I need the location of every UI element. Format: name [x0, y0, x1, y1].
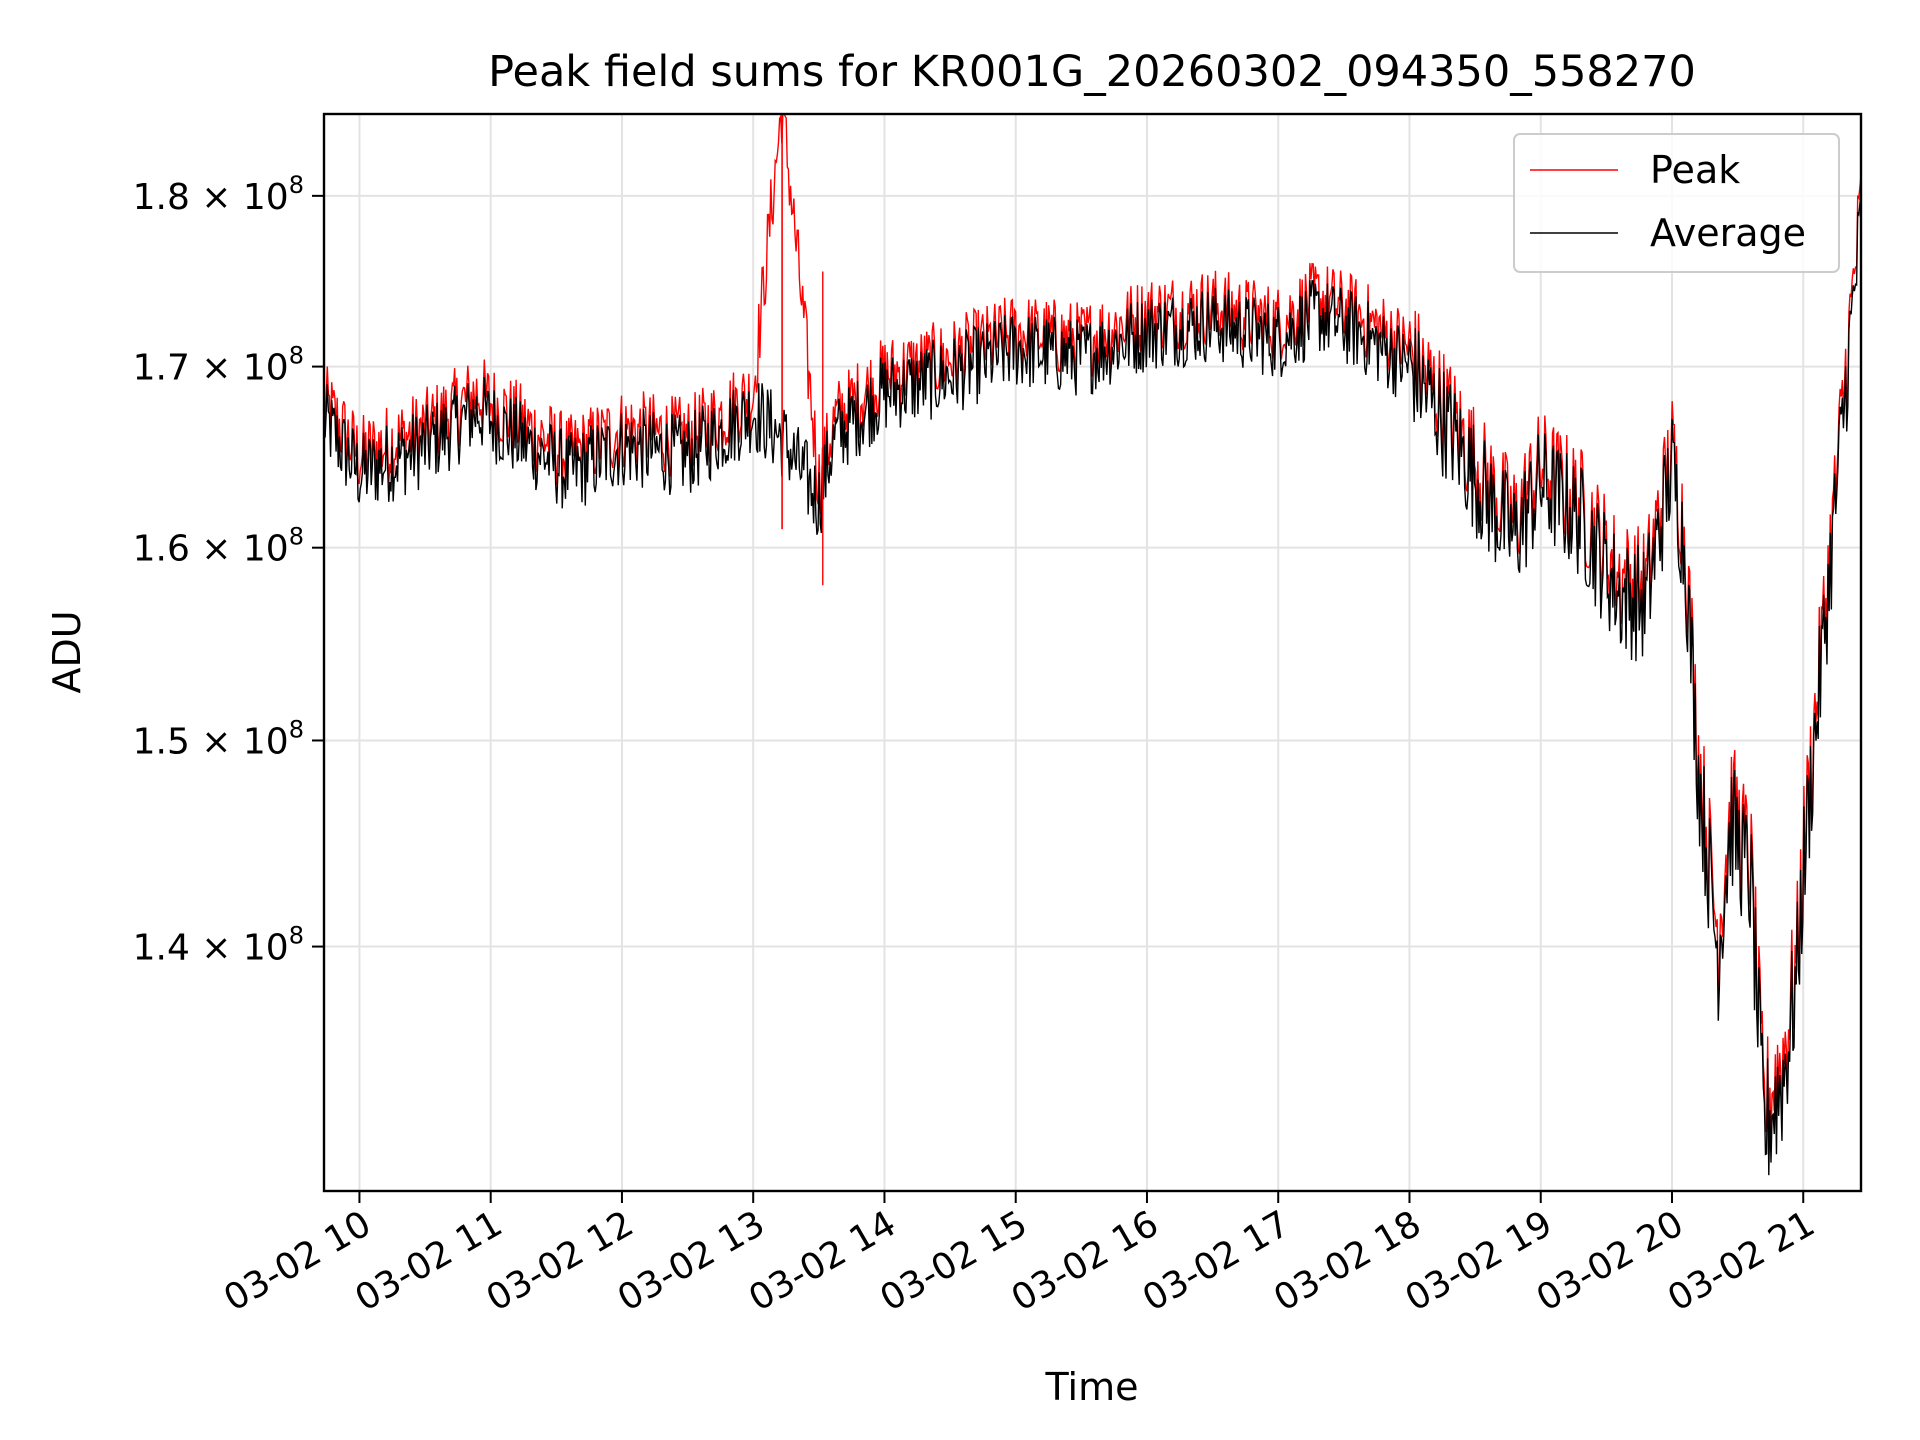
legend-average-label: Average — [1650, 211, 1806, 255]
y-tick-label: 1.7 × 108 — [133, 342, 304, 389]
y-tick-label: 1.8 × 108 — [133, 171, 304, 218]
y-axis-ticks: 1.4 × 108 1.5 × 108 1.6 × 108 1.7 × 108 1.8 … — [133, 171, 324, 969]
series-average-line — [323, 191, 1862, 1176]
y-tick-label: 1.4 × 108 — [133, 922, 304, 969]
y-tick-label: 1.5 × 108 — [133, 715, 304, 762]
legend-box — [1513, 133, 1840, 273]
series-lines — [323, 113, 1862, 1176]
chart-title: Peak field sums for KR001G_20260302_0943… — [488, 47, 1696, 97]
y-axis-label: ADU — [45, 610, 89, 693]
x-axis-label: Time — [1045, 1365, 1139, 1409]
y-tick-label: 1.6 × 108 — [133, 523, 304, 570]
legend-peak-label: Peak — [1650, 148, 1740, 192]
plot-frame — [322, 112, 1863, 1193]
legend: Peak Average — [1513, 133, 1840, 273]
